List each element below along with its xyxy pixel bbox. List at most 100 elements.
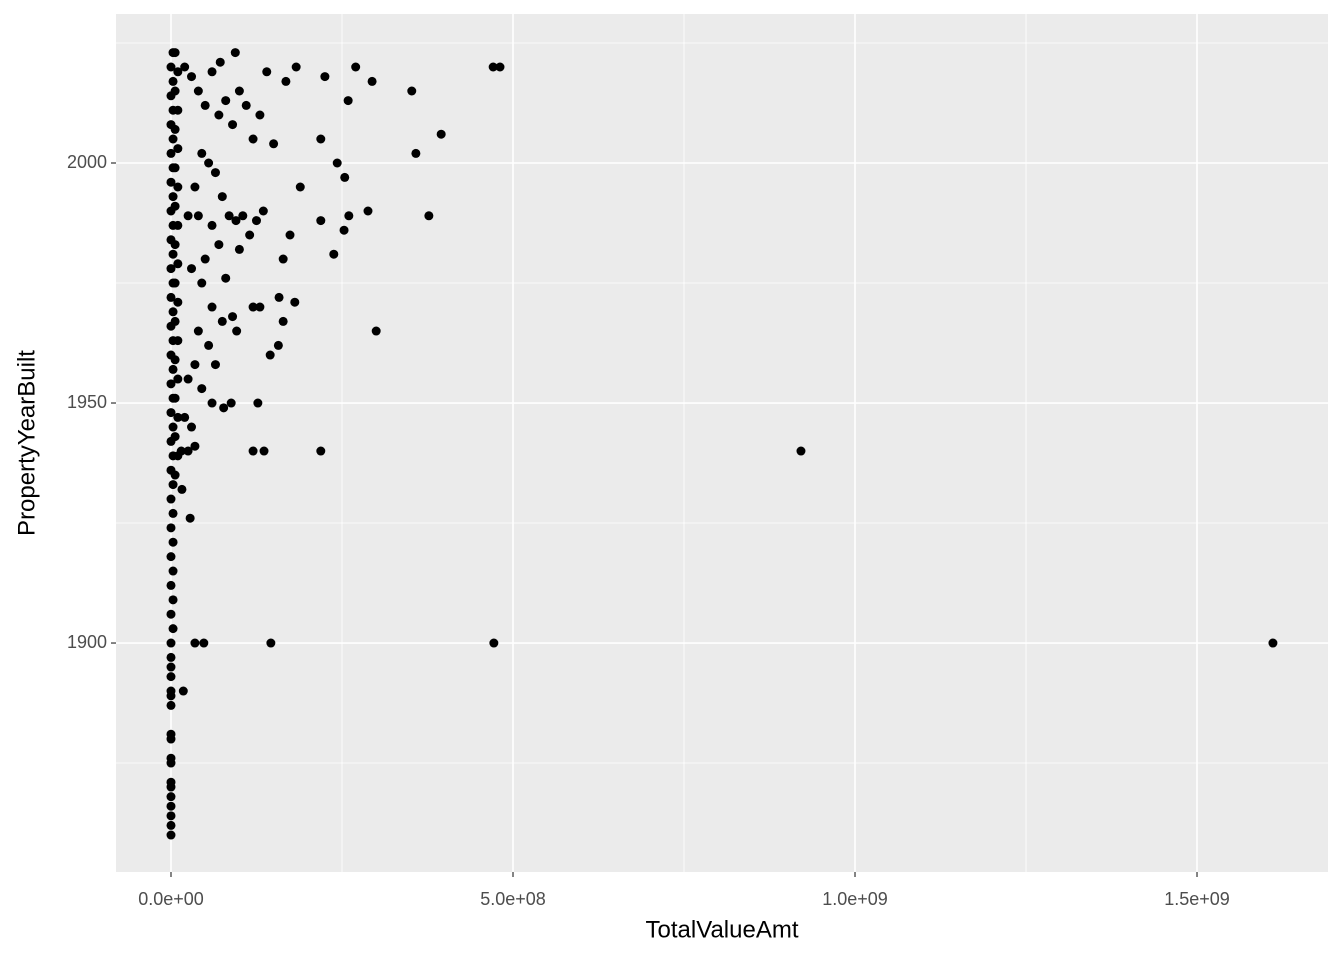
point bbox=[173, 451, 183, 461]
point bbox=[170, 355, 180, 365]
point bbox=[489, 638, 499, 648]
y-tick-label: 2000 bbox=[67, 152, 107, 172]
point bbox=[207, 67, 217, 77]
point bbox=[278, 316, 288, 326]
point bbox=[340, 172, 350, 182]
point bbox=[228, 312, 238, 322]
point bbox=[332, 158, 342, 168]
point bbox=[295, 182, 305, 192]
point bbox=[241, 100, 251, 110]
point bbox=[197, 148, 207, 158]
point bbox=[190, 182, 200, 192]
point bbox=[173, 412, 183, 422]
point bbox=[166, 830, 176, 840]
point bbox=[344, 211, 354, 221]
point bbox=[226, 398, 236, 408]
point bbox=[197, 278, 207, 288]
point bbox=[488, 62, 498, 72]
point bbox=[173, 67, 183, 77]
point bbox=[193, 211, 203, 221]
point bbox=[200, 254, 210, 264]
point bbox=[185, 513, 195, 523]
point bbox=[168, 249, 178, 259]
point bbox=[166, 801, 176, 811]
point bbox=[168, 595, 178, 605]
point bbox=[173, 105, 183, 115]
point bbox=[166, 62, 176, 72]
point bbox=[278, 254, 288, 264]
point bbox=[166, 792, 176, 802]
x-axis-title: TotalValueAmt bbox=[646, 916, 799, 943]
point bbox=[187, 422, 197, 432]
point bbox=[193, 326, 203, 336]
point bbox=[166, 580, 176, 590]
point bbox=[234, 86, 244, 96]
point bbox=[266, 638, 276, 648]
point bbox=[316, 446, 326, 456]
point bbox=[285, 230, 295, 240]
x-tick-label: 5.0e+08 bbox=[480, 889, 546, 909]
point bbox=[187, 264, 197, 274]
point bbox=[217, 316, 227, 326]
point bbox=[290, 297, 300, 307]
point bbox=[238, 211, 248, 221]
point bbox=[166, 148, 176, 158]
point bbox=[166, 672, 176, 682]
point bbox=[166, 523, 176, 533]
point bbox=[170, 201, 180, 211]
point bbox=[411, 148, 421, 158]
point bbox=[363, 206, 373, 216]
point bbox=[248, 134, 258, 144]
x-tick-label: 1.0e+09 bbox=[822, 889, 888, 909]
point bbox=[170, 86, 180, 96]
point bbox=[351, 62, 361, 72]
point bbox=[173, 374, 183, 384]
y-axis-title: PropertyYearBuilt bbox=[13, 350, 40, 536]
point bbox=[193, 86, 203, 96]
point bbox=[173, 220, 183, 230]
point bbox=[424, 211, 434, 221]
point bbox=[214, 110, 224, 120]
point bbox=[265, 350, 275, 360]
point bbox=[259, 446, 269, 456]
point bbox=[210, 360, 220, 370]
point bbox=[215, 57, 225, 67]
point bbox=[231, 216, 241, 226]
point bbox=[1268, 638, 1278, 648]
y-tick-label: 1900 bbox=[67, 632, 107, 652]
point bbox=[173, 144, 183, 154]
point bbox=[170, 278, 180, 288]
point bbox=[166, 777, 176, 787]
point bbox=[495, 62, 505, 72]
point bbox=[255, 110, 265, 120]
point bbox=[436, 129, 446, 139]
point bbox=[796, 446, 806, 456]
point bbox=[407, 86, 417, 96]
point bbox=[170, 470, 180, 480]
point bbox=[168, 307, 178, 317]
point bbox=[248, 302, 258, 312]
point bbox=[173, 259, 183, 269]
point bbox=[253, 398, 263, 408]
point bbox=[166, 609, 176, 619]
point bbox=[168, 480, 178, 490]
y-tick-label: 1950 bbox=[67, 392, 107, 412]
point bbox=[273, 340, 283, 350]
point bbox=[166, 379, 176, 389]
point bbox=[255, 302, 265, 312]
point bbox=[204, 340, 214, 350]
point bbox=[245, 230, 255, 240]
point bbox=[190, 638, 200, 648]
point bbox=[170, 432, 180, 442]
point bbox=[200, 100, 210, 110]
point bbox=[166, 662, 176, 672]
point bbox=[219, 403, 229, 413]
point bbox=[232, 326, 242, 336]
point bbox=[173, 297, 183, 307]
point bbox=[166, 264, 176, 274]
point bbox=[168, 192, 178, 202]
point bbox=[166, 292, 176, 302]
point bbox=[269, 139, 279, 149]
